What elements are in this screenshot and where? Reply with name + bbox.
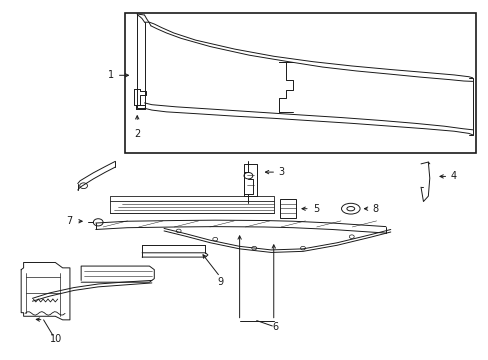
Text: 1: 1 <box>107 70 114 80</box>
Text: 2: 2 <box>134 129 140 139</box>
Text: 5: 5 <box>312 204 318 214</box>
Bar <box>279 199 295 218</box>
Text: 8: 8 <box>371 204 378 214</box>
Text: 7: 7 <box>66 216 73 226</box>
Text: 10: 10 <box>49 333 61 343</box>
Text: 4: 4 <box>450 171 456 181</box>
Text: 6: 6 <box>272 322 278 332</box>
Bar <box>125 13 475 153</box>
Text: 3: 3 <box>278 167 284 177</box>
Text: 9: 9 <box>217 277 224 287</box>
